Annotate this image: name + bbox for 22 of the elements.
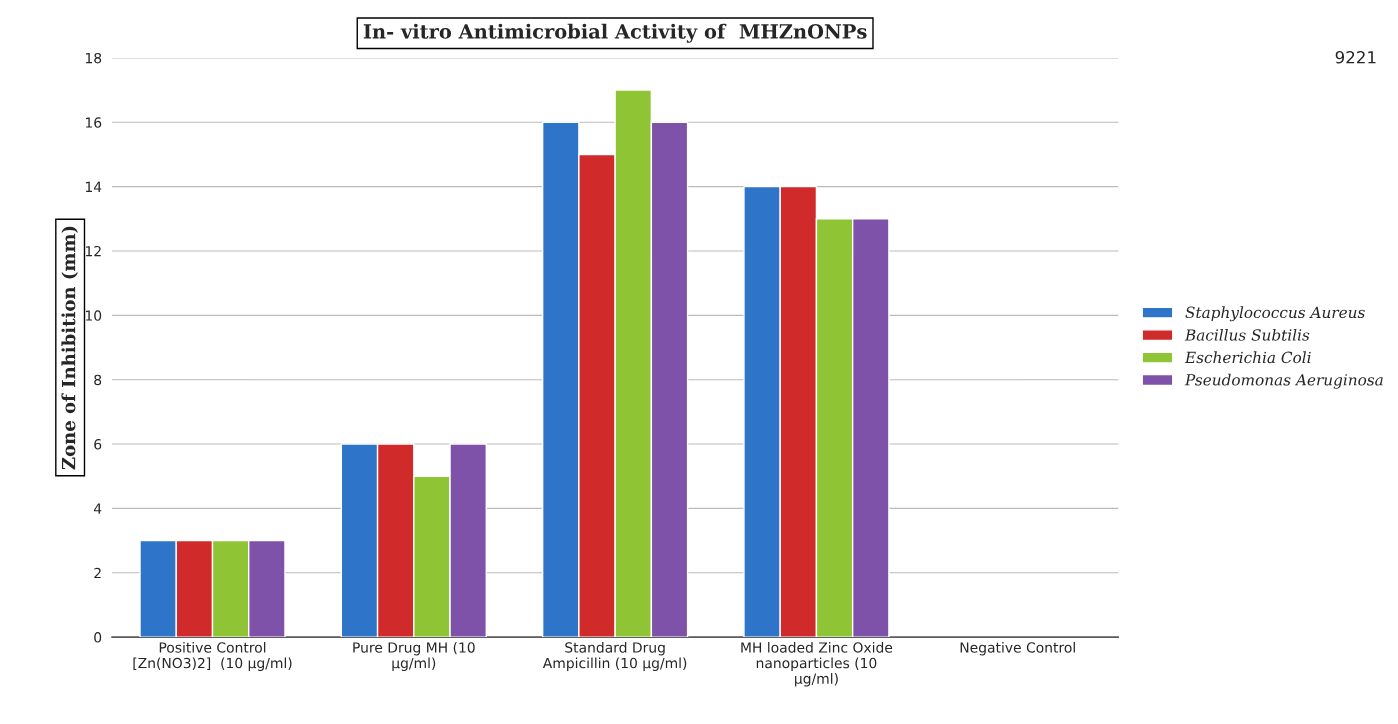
y-tick-label: 12 — [85, 245, 101, 257]
x-tick-label: Negative Control — [960, 641, 1075, 656]
legend-label: Staphylococcus Aureus — [1185, 306, 1365, 322]
legend-label: Pseudomonas Aeruginosa — [1184, 373, 1383, 389]
text: 9221 — [1335, 50, 1376, 64]
y-tick-label: 4 — [93, 503, 102, 514]
chart-title: In- vitro Antimicrobial Activity of MHZnONPs — [363, 23, 867, 43]
y-tick-label: 14 — [85, 181, 102, 192]
y-tick-label: 10 — [85, 310, 102, 321]
x-tick-label: Positive Control [Zn(NO3)2] (10 µg/ml) — [133, 641, 292, 671]
y-axis-title: Zone of Inhibition (mm) — [61, 226, 78, 470]
y-tick-label: 18 — [85, 52, 102, 64]
y-tick-label: 0 — [94, 632, 102, 643]
x-tick-label: Pure Drug MH (10 µg/ml) — [353, 642, 475, 671]
y-tick-label: 16 — [85, 117, 102, 128]
legend-label: Bacillus Subtilis — [1184, 328, 1310, 341]
x-tick-label: Standard Drug Ampicillin (10 µg/ml) — [542, 641, 687, 671]
y-tick-label: 6 — [94, 439, 102, 450]
y-tick-label: 8 — [94, 374, 102, 386]
x-tick-label: MH loaded Zinc Oxide nanoparticles (10 µg/ml) — [741, 641, 893, 687]
legend-label: Escherichia Coli — [1184, 351, 1311, 364]
y-tick-label: 2 — [94, 567, 101, 579]
